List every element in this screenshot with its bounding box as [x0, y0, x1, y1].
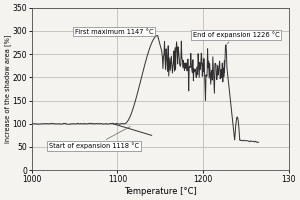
Text: End of expansion 1226 °C: End of expansion 1226 °C [193, 31, 280, 44]
X-axis label: Temperature [°C]: Temperature [°C] [124, 187, 196, 196]
Text: Start of expansion 1118 °C: Start of expansion 1118 °C [49, 126, 139, 149]
Y-axis label: Increase of the shadow area [%]: Increase of the shadow area [%] [4, 35, 11, 143]
Text: First maximum 1147 °C: First maximum 1147 °C [75, 29, 158, 36]
